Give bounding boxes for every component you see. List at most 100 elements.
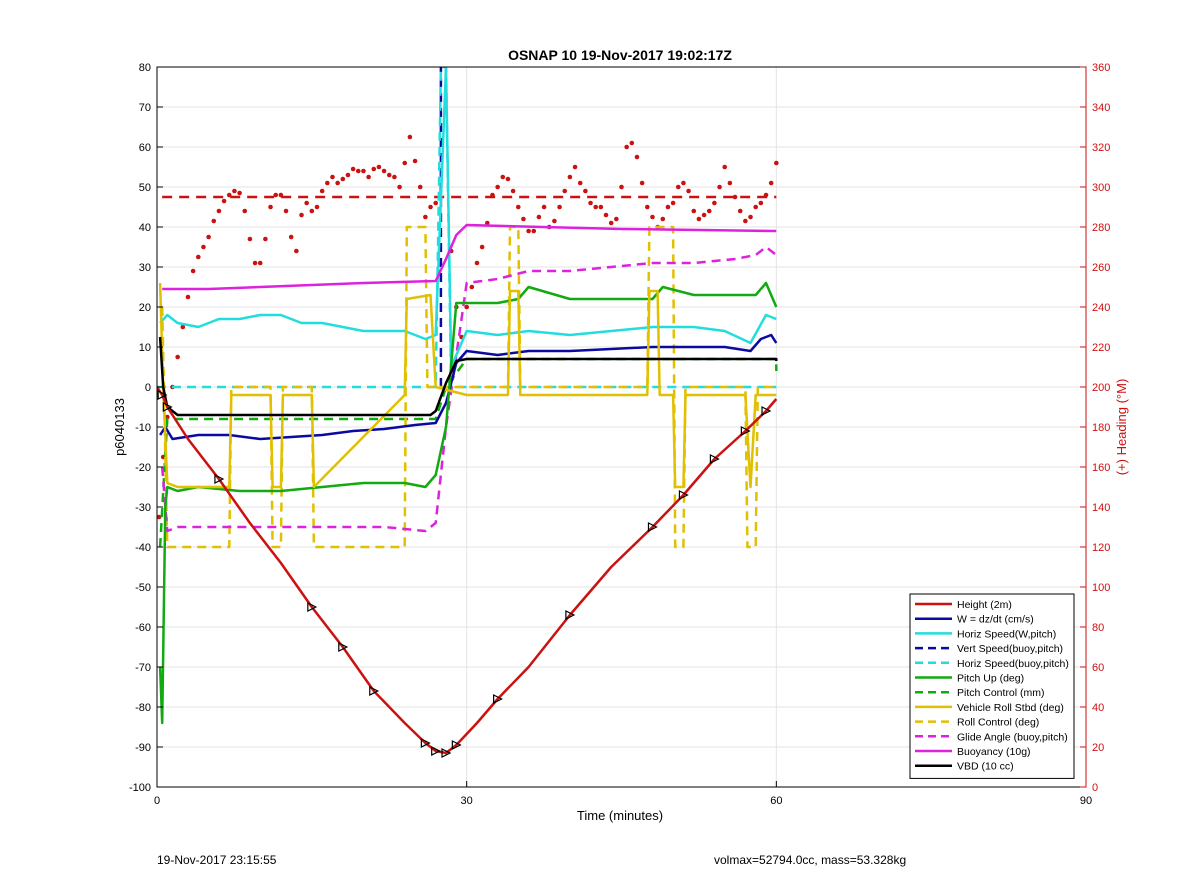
height-marker [451, 740, 462, 750]
series-layer [157, 67, 779, 758]
heading-point [428, 204, 433, 210]
heading-point [583, 188, 588, 194]
y2-tick-label: 40 [1092, 702, 1104, 714]
heading-point [273, 192, 279, 198]
legend-label: Height (2m) [957, 599, 1012, 611]
heading-point [696, 216, 702, 222]
height-marker [493, 694, 503, 704]
y2-tick-label: 260 [1092, 262, 1110, 274]
heading-point [288, 234, 294, 240]
series-line-vehicle-roll-stbd-deg [158, 282, 777, 489]
height-marker [157, 390, 168, 400]
heading-point [350, 166, 356, 172]
x-tick-label: 60 [770, 795, 782, 807]
height-marker [431, 746, 442, 756]
legend-label: Horiz Speed(W,pitch) [957, 628, 1056, 640]
heading-point [252, 260, 258, 266]
heading-point [515, 204, 521, 210]
heading-point [469, 284, 475, 290]
heading-point [206, 234, 211, 240]
heading-point [175, 354, 180, 360]
height-marker [709, 454, 720, 464]
heading-point [572, 164, 578, 170]
y2-tick-label: 320 [1092, 142, 1110, 154]
heading-point [294, 248, 299, 254]
heading-point [330, 174, 335, 180]
heading-point [675, 184, 681, 190]
heading-point [500, 174, 506, 180]
heading-point [712, 200, 717, 206]
y-tick-label: -20 [135, 462, 151, 474]
chart-title: OSNAP 10 19-Nov-2017 19:02:17Z [508, 47, 732, 63]
heading-point [727, 180, 733, 186]
heading-point [371, 166, 377, 172]
heading-point [366, 174, 371, 180]
heading-point [614, 216, 619, 222]
heading-point [608, 220, 614, 226]
legend-label: Vert Speed(buoy,pitch) [957, 643, 1063, 655]
heading-point [433, 200, 439, 206]
y-tick-label: 80 [139, 62, 151, 74]
heading-point [577, 180, 583, 186]
heading-point [603, 212, 609, 218]
y2-tick-label: 220 [1092, 342, 1110, 354]
y2-tick-label: 360 [1092, 62, 1110, 74]
footer-timestamp: 19-Nov-2017 23:15:55 [157, 853, 277, 867]
legend-label: Pitch Control (mm) [957, 687, 1045, 699]
heading-point [299, 212, 304, 218]
heading-point [355, 168, 361, 174]
series-line-glide-angle-buoy-pitch [160, 245, 778, 533]
y-tick-label: 0 [145, 382, 151, 394]
heading-point [485, 220, 490, 226]
y2-axis-label: (+) Heading (°M) [1114, 379, 1129, 476]
height-marker [761, 406, 772, 416]
heading-point [531, 228, 537, 234]
legend: Height (2m) W = dz/dt (cm/s) Horiz Speed(W… [909, 593, 1075, 779]
heading-point [722, 164, 728, 170]
height-marker [678, 490, 689, 500]
heading-point [361, 168, 366, 174]
heading-point [226, 192, 232, 198]
heading-point [319, 188, 325, 194]
heading-point [247, 236, 253, 242]
heading-point [552, 218, 557, 224]
heading-point [598, 204, 604, 210]
heading-point [237, 190, 242, 196]
heading-point [268, 204, 273, 210]
y-tick-label: 30 [139, 262, 151, 274]
y-tick-label: -100 [129, 782, 151, 794]
heading-point [216, 208, 222, 214]
height-marker [214, 474, 225, 484]
heading-point [521, 216, 526, 222]
heading-point [732, 194, 738, 200]
heading-point [748, 214, 753, 220]
heading-point [660, 216, 666, 222]
y2-tick-label: 80 [1092, 622, 1104, 634]
heading-point [629, 140, 635, 146]
height-marker [647, 522, 658, 532]
heading-point [474, 260, 480, 266]
y-tick-label: -10 [135, 422, 151, 434]
y-tick-label: -70 [135, 662, 151, 674]
series-line-pitch-control-mm [158, 357, 778, 548]
heading-point [706, 208, 712, 214]
y-tick-label: 10 [139, 342, 151, 354]
heading-point [304, 200, 309, 206]
heading-point [624, 144, 629, 150]
heading-point [526, 228, 531, 234]
heading-point [263, 236, 268, 242]
heading-point [381, 168, 387, 174]
series-line-w-dz-dt-cm-s [159, 333, 778, 441]
height-marker [565, 610, 576, 620]
heading-point [242, 208, 248, 214]
legend-label: Horiz Speed(buoy,pitch) [957, 658, 1069, 670]
heading-point [185, 294, 191, 300]
heading-point [562, 188, 568, 194]
heading-point [412, 158, 418, 164]
heading-point [257, 260, 263, 266]
heading-point [397, 184, 402, 190]
heading-point [201, 244, 206, 250]
heading-point [283, 208, 289, 214]
y-tick-label: -80 [135, 702, 151, 714]
heading-point [314, 204, 320, 210]
